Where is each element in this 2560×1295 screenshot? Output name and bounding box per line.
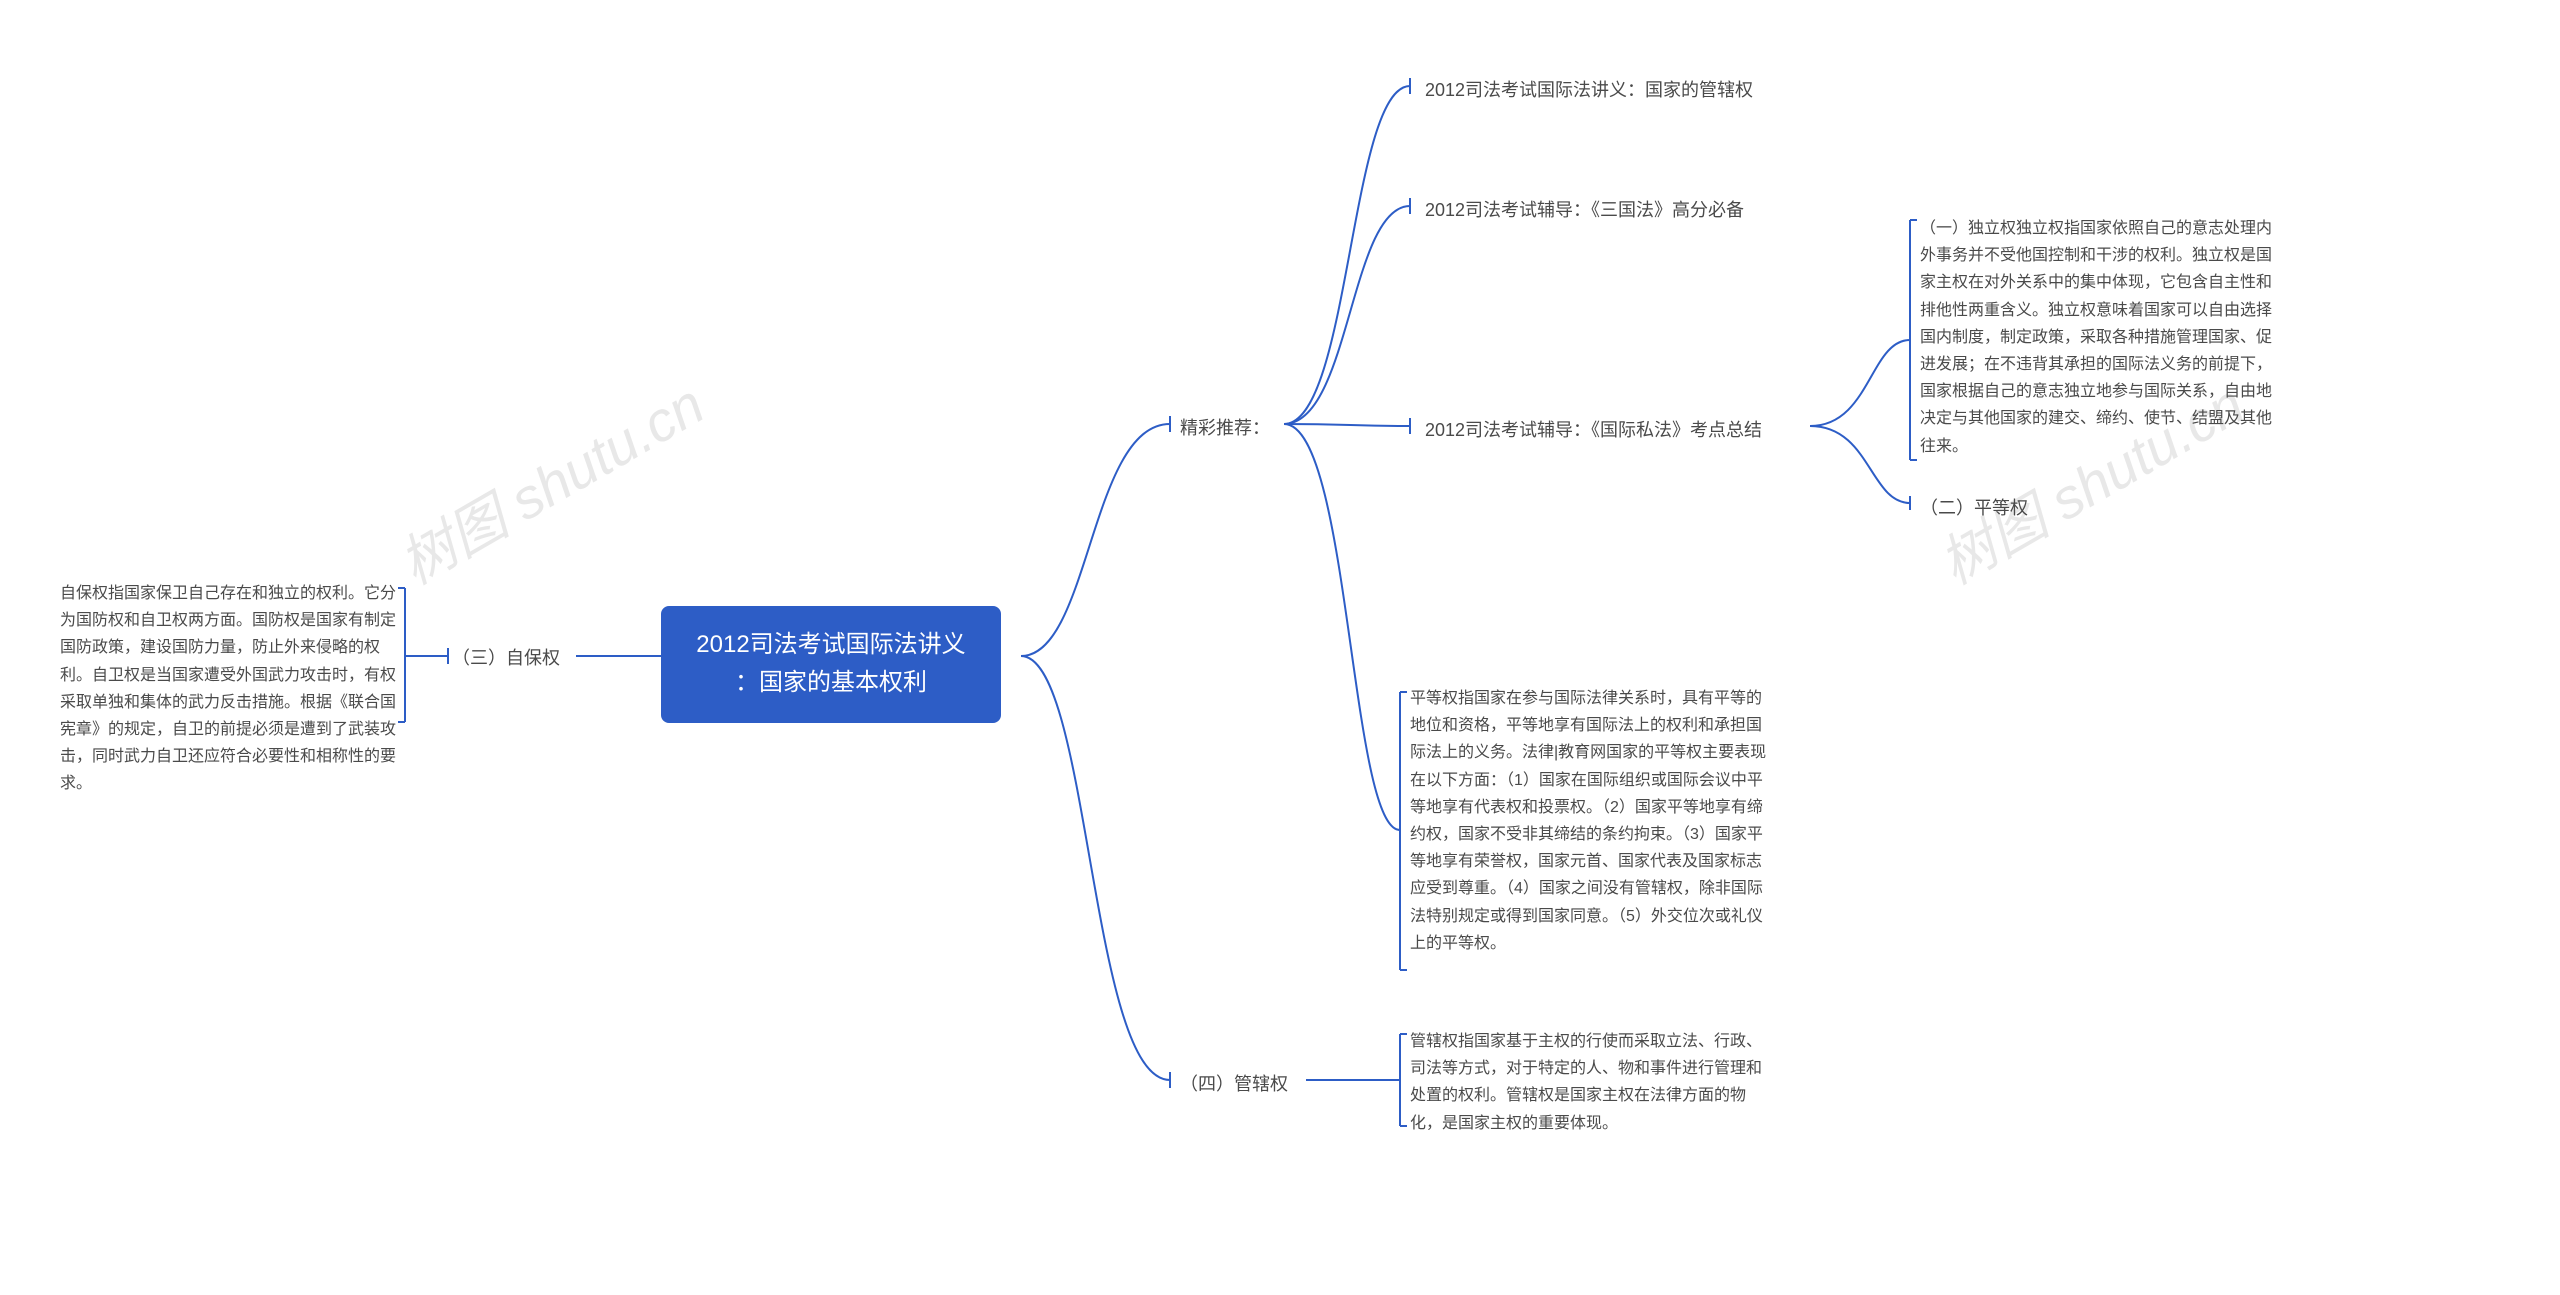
recommend-item-3[interactable]: 2012司法考试辅导：《国际私法》考点总结 — [1425, 416, 1762, 442]
recommend-item-2[interactable]: 2012司法考试辅导：《三国法》高分必备 — [1425, 196, 1744, 222]
equality-right-label[interactable]: （二）平等权 — [1920, 494, 2028, 520]
branch-self-preservation[interactable]: （三）自保权 — [452, 644, 560, 670]
equality-right-content: 平等权指国家在参与国际法律关系时，具有平等的地位和资格，平等地享有国际法上的权利… — [1410, 685, 1770, 957]
mindmap-canvas: 树图 shutu.cn 树图 shutu.cn — [0, 0, 2560, 1295]
root-title-line2: ：国家的基本权利 — [693, 664, 969, 702]
root-title-line1: 2012司法考试国际法讲义 — [693, 626, 969, 664]
branch-hot-recommend[interactable]: 精彩推荐： — [1180, 414, 1270, 440]
recommend-item-1[interactable]: 2012司法考试国际法讲义：国家的管辖权 — [1425, 76, 1753, 102]
jurisdiction-content: 管辖权指国家基于主权的行使而采取立法、行政、司法等方式，对于特定的人、物和事件进… — [1410, 1028, 1770, 1137]
independence-right-content: （一）独立权独立权指国家依照自己的意志处理内外事务并不受他国控制和干涉的权利。独… — [1920, 215, 2280, 460]
root-node[interactable]: 2012司法考试国际法讲义 ：国家的基本权利 — [661, 606, 1001, 723]
branch-jurisdiction[interactable]: （四）管辖权 — [1180, 1070, 1288, 1096]
self-preservation-content: 自保权指国家保卫自己存在和独立的权利。它分为国防权和自卫权两方面。国防权是国家有… — [60, 580, 400, 798]
watermark-1: 树图 shutu.cn — [382, 361, 716, 601]
